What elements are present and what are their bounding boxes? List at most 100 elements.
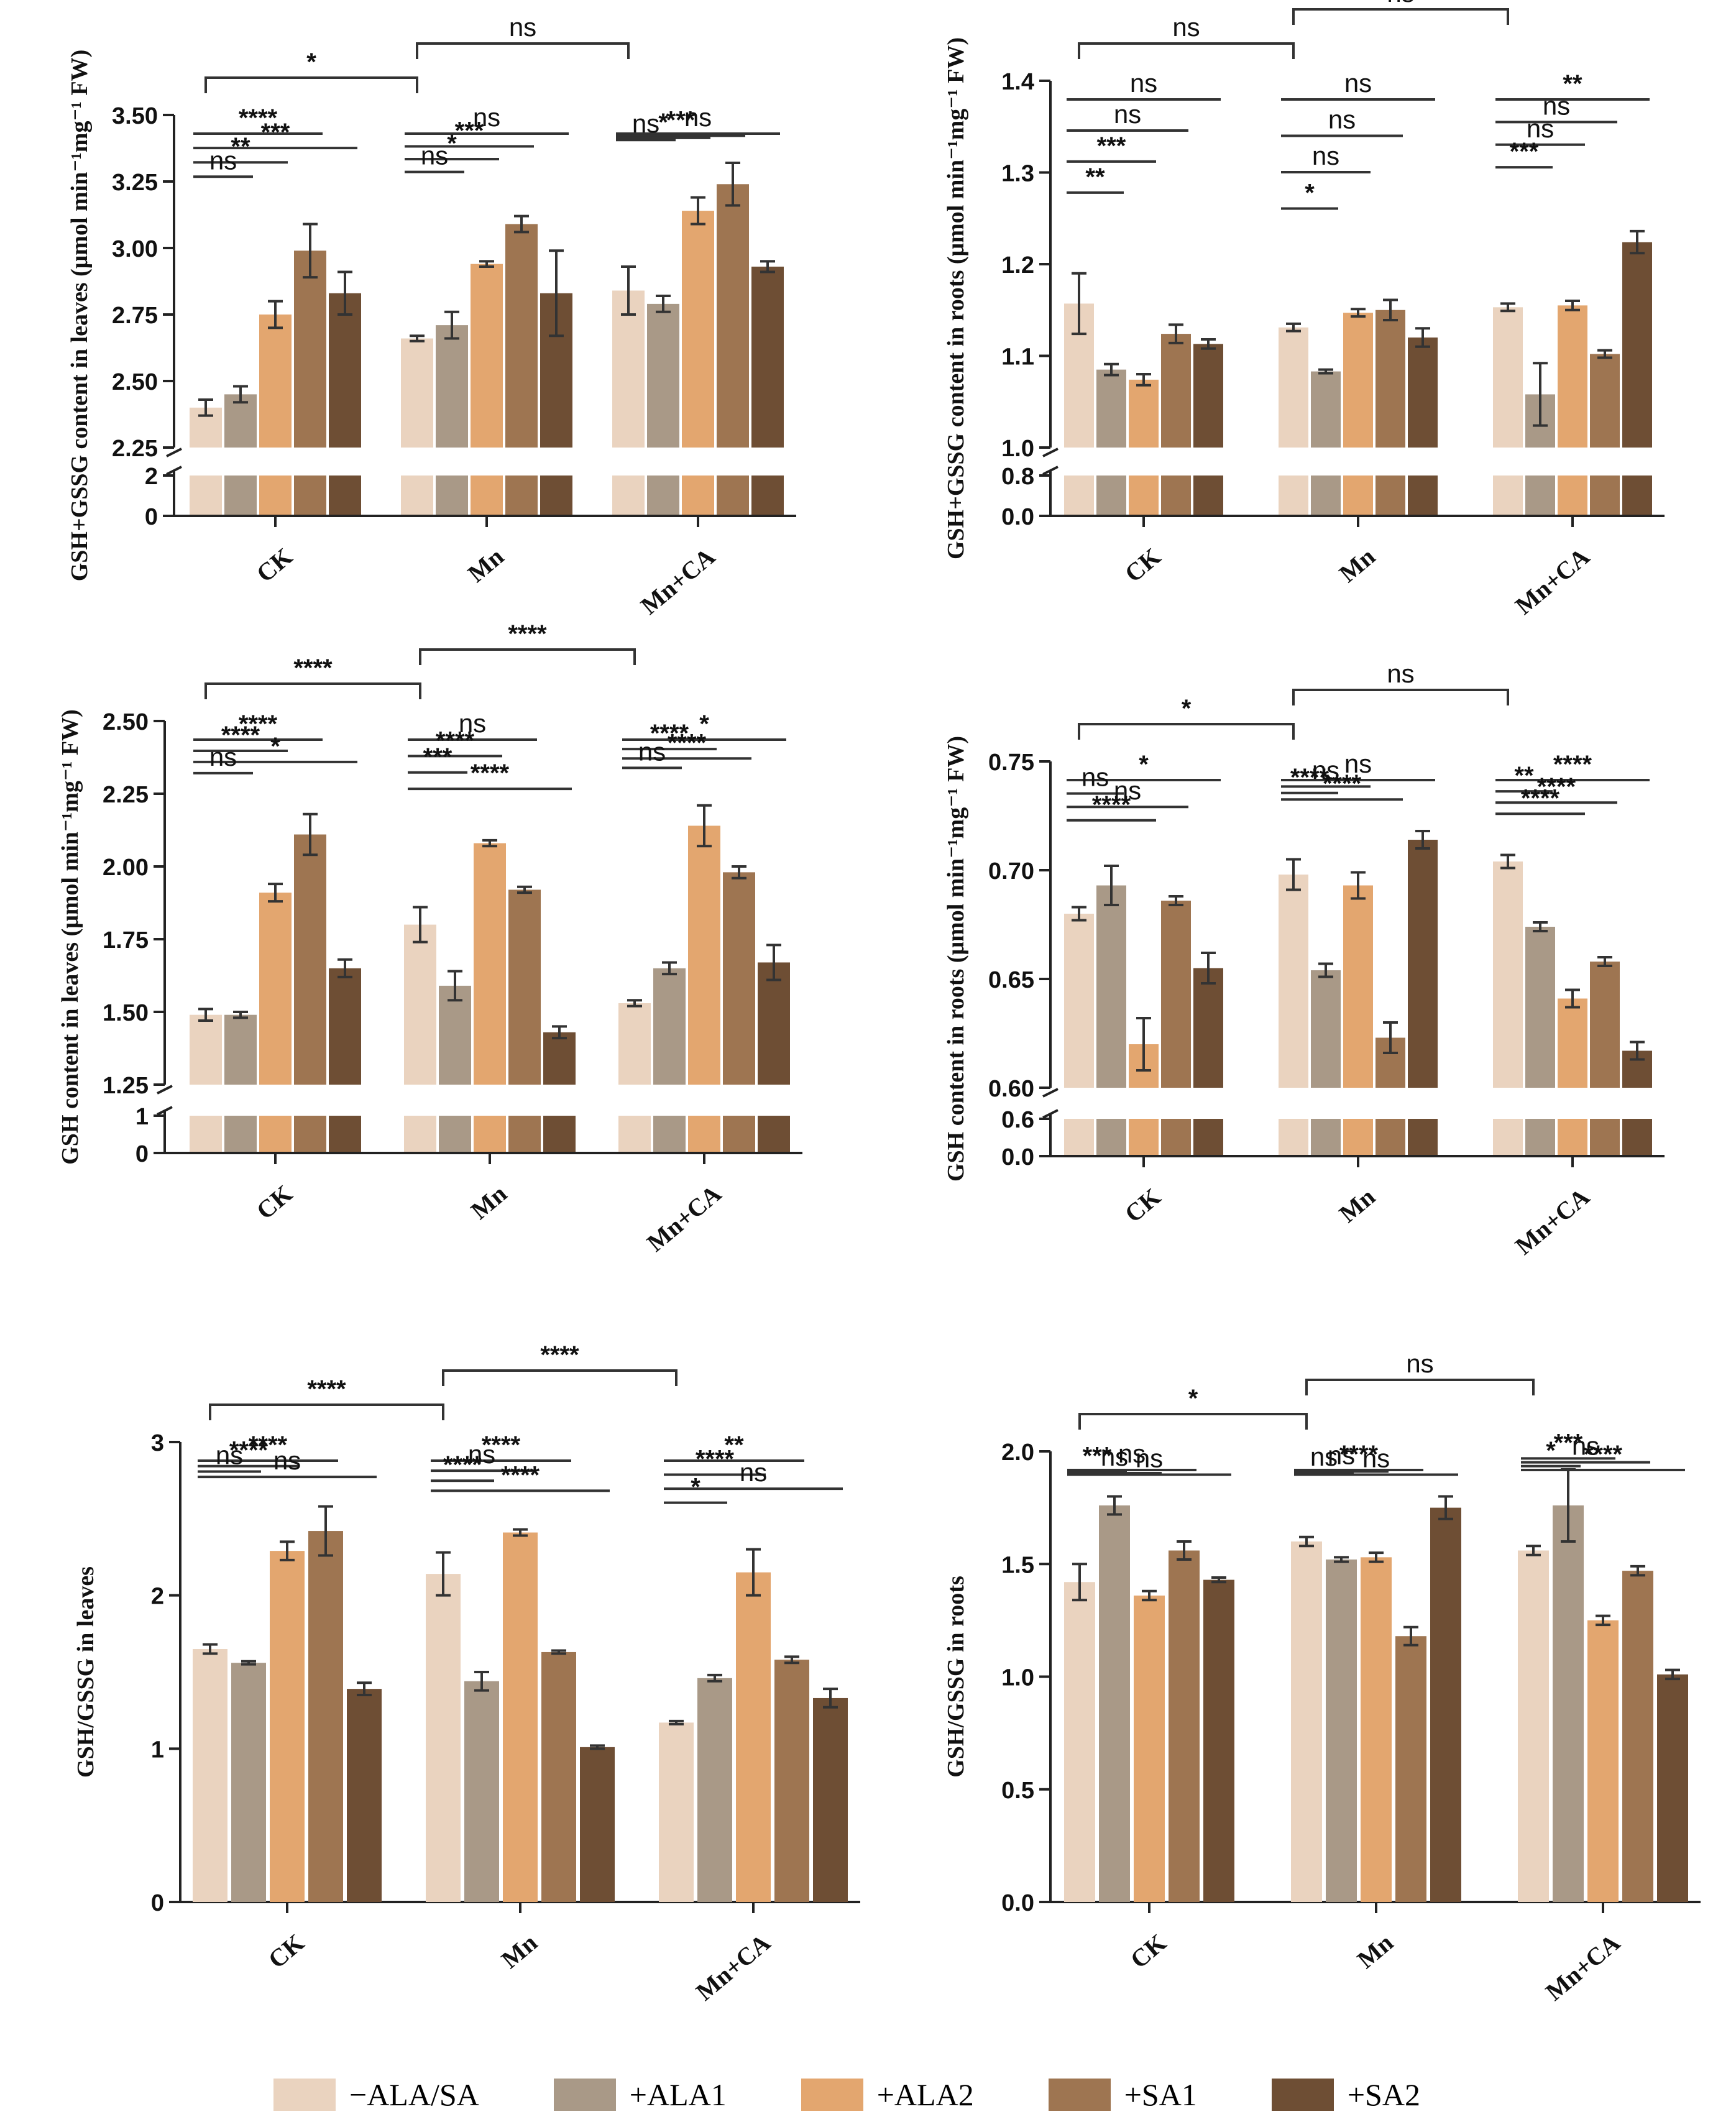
x-category-label: CK — [1125, 1928, 1172, 1973]
bar-lower-stub — [1064, 475, 1094, 516]
significance-label: **** — [1537, 773, 1576, 801]
y-tick-label: 0.0 — [1001, 1144, 1034, 1170]
error-bar — [823, 1688, 838, 1709]
bar — [190, 1014, 222, 1085]
bar — [294, 250, 326, 448]
x-category-label: Mn+CA — [1510, 1182, 1595, 1260]
y-tick-label: 0.8 — [1001, 464, 1034, 490]
significance-label: ns — [1527, 114, 1554, 143]
chart-panel-1: 2.25 2.50 2.75 3.00 3.25 3.50 0 2 CK Mn Mn+CA GSH+G… — [67, 12, 796, 620]
bar-lower-stub — [436, 475, 468, 516]
error-bar — [1351, 871, 1366, 900]
significance-label: * — [1139, 751, 1149, 778]
bar-lower-stub — [259, 1116, 292, 1153]
y-tick-label: 1.25 — [103, 1073, 149, 1099]
significance-label: * — [691, 1474, 700, 1501]
significance-bracket — [1078, 42, 1295, 59]
bar — [1430, 1507, 1461, 1902]
significance-label: ns — [1082, 763, 1109, 792]
error-bar — [1211, 1576, 1226, 1584]
error-bar — [1201, 338, 1216, 350]
significance-label: **** — [443, 1451, 482, 1479]
bar — [1343, 313, 1373, 448]
bar — [1279, 875, 1308, 1088]
bar — [659, 1722, 694, 1902]
x-category-label: Mn+CA — [1510, 542, 1595, 620]
y-tick-label: 1.5 — [1001, 1552, 1034, 1578]
error-bar — [1630, 229, 1645, 255]
error-bar — [1383, 298, 1398, 321]
significance-label: **** — [307, 1376, 346, 1403]
significance-label: *** — [1510, 138, 1539, 165]
axis-break-mark — [1042, 448, 1059, 475]
legend-item-ala2: +ALA2 — [801, 2077, 974, 2113]
error-bar — [697, 804, 712, 848]
error-bar — [1104, 362, 1119, 377]
bar-lower-stub — [1193, 1119, 1223, 1156]
chart-panel-6: 0.0 0.5 1.0 1.5 2.0 CK Mn Mn+CA GSH/GSSG in root… — [943, 1349, 1701, 2006]
bar — [1193, 968, 1223, 1088]
error-bar — [517, 885, 532, 894]
significance-label: ns — [1136, 1444, 1163, 1473]
bar-lower-stub — [190, 475, 222, 516]
significance-label: ** — [231, 133, 250, 160]
significance-label: **** — [1339, 1441, 1379, 1468]
significance-label: **** — [1290, 764, 1330, 791]
error-bar — [1142, 1589, 1157, 1602]
significance-label: **** — [482, 1431, 521, 1459]
significance-bracket — [1078, 723, 1295, 740]
y-tick-label: 1.75 — [103, 927, 149, 953]
significance-label: ns — [1328, 1441, 1355, 1470]
significance-label: *** — [666, 106, 696, 134]
y-axis-title: GSH+GSSG content in roots (μmol min⁻¹mg⁻… — [943, 37, 969, 559]
significance-label: ** — [1514, 762, 1534, 789]
bar-lower-stub — [224, 475, 257, 516]
error-bar — [1630, 1564, 1645, 1577]
bar — [1622, 1571, 1653, 1902]
significance-label: ns — [473, 103, 500, 132]
bar-lower-stub — [688, 1116, 720, 1153]
bar — [1558, 998, 1587, 1088]
chart-panel-4: 0.60 0.65 0.70 0.75 0.0 0.6 CK Mn Mn+CA GSH conte… — [943, 659, 1665, 1260]
y-axis-title: GSH+GSSG content in leaves (μmol min⁻¹mg… — [67, 50, 93, 582]
legend-swatch — [1048, 2079, 1111, 2111]
significance-bracket — [1292, 689, 1509, 705]
error-bar — [338, 270, 352, 316]
y-tick-label: 1.4 — [1001, 69, 1034, 95]
bar — [1375, 310, 1405, 448]
error-bar — [1403, 1625, 1418, 1647]
y-tick-label: 0.75 — [988, 750, 1034, 776]
bar-lower-stub — [723, 1116, 755, 1153]
significance-label: **** — [1584, 1441, 1623, 1468]
legend-item-ala-sa-none: −ALA/SA — [273, 2077, 479, 2113]
error-bar — [268, 300, 283, 329]
bar-lower-stub — [471, 475, 503, 516]
legend-swatch — [801, 2079, 863, 2111]
error-bar — [1630, 1041, 1645, 1061]
significance-label: ns — [209, 742, 237, 771]
x-category-label: Mn — [1334, 1182, 1380, 1228]
significance-label: ns — [638, 737, 666, 766]
bar — [193, 1649, 227, 1902]
error-bar — [474, 1671, 489, 1692]
error-bar — [760, 260, 775, 273]
significance-label: **** — [650, 720, 689, 747]
y-tick-label: 2.0 — [1001, 1440, 1034, 1466]
bar — [1099, 1505, 1130, 1902]
bar-lower-stub — [1161, 475, 1191, 516]
x-category-label: Mn+CA — [1540, 1928, 1625, 2006]
y-axis-title: GSH content in roots (μmol min⁻¹mg⁻¹ FW) — [943, 736, 969, 1182]
bar — [688, 825, 720, 1085]
significance-label: ns — [1101, 1442, 1128, 1471]
bar-lower-stub — [682, 475, 714, 516]
bar — [1193, 344, 1223, 448]
bar-lower-stub — [1343, 475, 1373, 516]
error-bar — [1136, 373, 1151, 387]
significance-label: **** — [696, 1446, 735, 1473]
error-bar — [662, 961, 677, 976]
y-axis-title: GSH content in leaves (μmol min⁻¹mg⁻¹ FW… — [57, 709, 83, 1165]
bar-lower-stub — [1493, 475, 1523, 516]
error-bar — [1438, 1495, 1453, 1520]
bar — [653, 968, 686, 1085]
